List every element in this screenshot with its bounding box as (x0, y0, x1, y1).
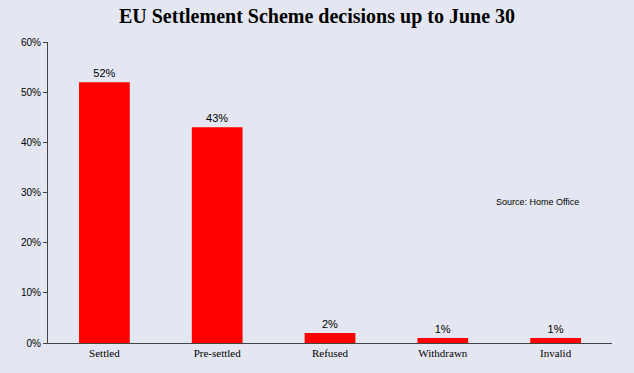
svg-text:Settled: Settled (89, 347, 120, 359)
svg-text:Refused: Refused (312, 347, 349, 359)
svg-text:30%: 30% (21, 187, 41, 198)
svg-text:EU Settlement Scheme decisions: EU Settlement Scheme decisions up to Jun… (119, 5, 515, 28)
svg-text:2%: 2% (322, 318, 338, 330)
svg-text:10%: 10% (21, 287, 41, 298)
svg-text:Source: Home Office: Source: Home Office (496, 197, 579, 207)
svg-text:Withdrawn: Withdrawn (418, 347, 468, 359)
svg-text:Invalid: Invalid (540, 347, 572, 359)
svg-text:40%: 40% (21, 137, 41, 148)
svg-text:50%: 50% (21, 87, 41, 98)
svg-text:60%: 60% (21, 37, 41, 48)
svg-text:Pre-settled: Pre-settled (194, 347, 242, 359)
svg-text:43%: 43% (206, 112, 228, 124)
svg-text:20%: 20% (21, 237, 41, 248)
svg-text:0%: 0% (27, 338, 42, 349)
svg-text:1%: 1% (435, 323, 451, 335)
svg-text:1%: 1% (548, 323, 564, 335)
svg-text:52%: 52% (93, 67, 115, 79)
